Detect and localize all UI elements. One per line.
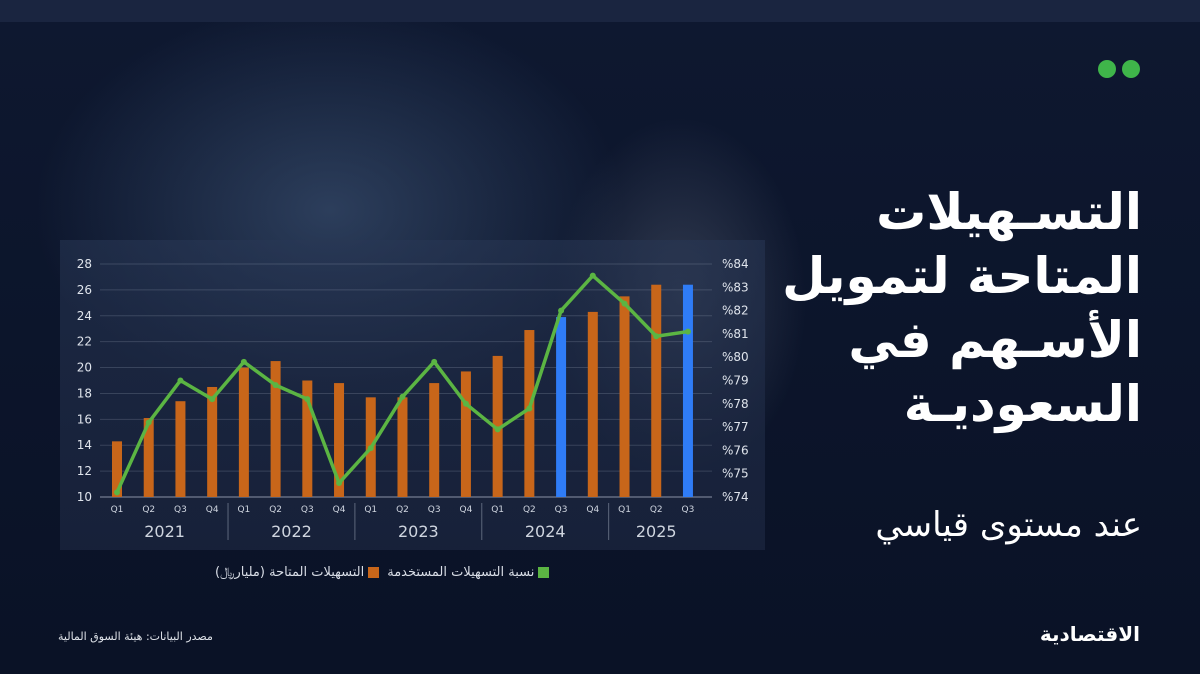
brand-dots [1098,60,1140,78]
right-tick-label: %75 [722,467,749,481]
right-tick-label: %84 [722,257,749,271]
bar [302,380,313,497]
quarter-label: Q3 [174,505,187,515]
year-label: 2021 [144,522,185,541]
bar [397,397,408,497]
right-tick-label: %74 [722,490,749,504]
line-point [589,272,596,279]
quarter-label: Q1 [111,505,124,515]
line-point [336,480,343,487]
bar [238,367,249,497]
bar [270,361,281,497]
right-tick-label: %81 [722,327,749,341]
quarter-label: Q1 [618,505,631,515]
dot [1098,60,1116,78]
bar [460,371,471,497]
top-bar [0,0,1200,22]
line-point [684,328,691,335]
quarter-label: Q2 [396,505,409,515]
subheadline: عند مستوى قياسي [875,505,1142,545]
left-tick-label: 14 [77,438,92,452]
quarter-label: Q4 [333,505,346,515]
legend-item-bar: التسهيلات المتاحة (مليار﷼) [215,565,380,580]
bar [207,386,218,497]
line-point [177,377,184,384]
left-tick-label: 28 [77,257,92,271]
year-label: 2024 [525,522,566,541]
left-tick-label: 22 [77,335,92,349]
year-label: 2022 [271,522,312,541]
legend-item-line: نسبة التسهيلات المستخدمة [387,565,550,580]
quarter-label: Q2 [142,505,155,515]
line-point [367,445,374,452]
quarter-label: Q1 [237,505,250,515]
right-tick-label: %82 [722,304,749,318]
line-point [653,333,660,340]
quarter-label: Q2 [269,505,282,515]
quarter-label: Q3 [682,505,695,515]
line-point [621,300,628,307]
right-tick-label: %79 [722,374,749,388]
line-point [272,382,279,389]
left-tick-label: 26 [77,283,92,297]
chart-panel [60,240,765,550]
year-label: 2025 [636,522,677,541]
line-point [399,393,406,400]
left-tick-label: 20 [77,361,92,375]
left-tick-label: 18 [77,386,92,400]
bar [143,418,154,497]
right-tick-label: %78 [722,397,749,411]
bar [112,441,122,497]
quarter-label: Q1 [491,505,504,515]
source-note: مصدر البيانات: هيئة السوق المالية [58,630,213,643]
left-tick-label: 16 [77,412,92,426]
line-point [114,489,120,496]
line-point [494,426,501,433]
quarter-label: Q3 [428,505,441,515]
bar [334,383,345,497]
quarter-label: Q3 [301,505,314,515]
line-point [209,396,216,403]
legend-swatch-orange [368,567,380,578]
line-point [304,396,311,403]
bar [524,330,535,497]
logo: الاقتصادية [1039,622,1140,646]
quarter-label: Q3 [555,505,568,515]
legend-label: التسهيلات المتاحة (مليار﷼) [215,565,365,580]
line-point [240,358,247,365]
headline: التسـهيلات المتاحة لتمويل الأسـهم في الس… [782,183,1142,433]
right-tick-label: %80 [722,350,749,364]
right-tick-label: %77 [722,420,749,434]
bar [619,296,630,497]
bar [175,401,186,497]
year-label: 2023 [398,522,439,541]
bar [651,284,662,497]
quarter-label: Q4 [586,505,599,515]
bar [682,284,693,497]
bar [556,317,567,497]
line-point [558,307,565,314]
bar [429,383,440,497]
line-point [431,358,438,365]
quarter-label: Q4 [460,505,473,515]
legend: نسبة التسهيلات المستخدمة التسهيلات المتا… [215,565,550,580]
line-point [145,419,152,426]
right-tick-label: %76 [722,443,749,457]
quarter-label: Q1 [364,505,377,515]
quarter-label: Q4 [206,505,219,515]
bar [587,311,598,497]
line-point [462,400,469,407]
dot [1122,60,1140,78]
legend-label: نسبة التسهيلات المستخدمة [387,565,535,580]
quarter-label: Q2 [523,505,536,515]
left-tick-label: 12 [77,464,92,478]
left-tick-label: 24 [77,309,92,323]
legend-swatch-green [538,567,550,578]
quarter-label: Q2 [650,505,663,515]
line-point [526,405,533,412]
right-tick-label: %83 [722,280,749,294]
left-tick-label: 10 [77,490,92,504]
